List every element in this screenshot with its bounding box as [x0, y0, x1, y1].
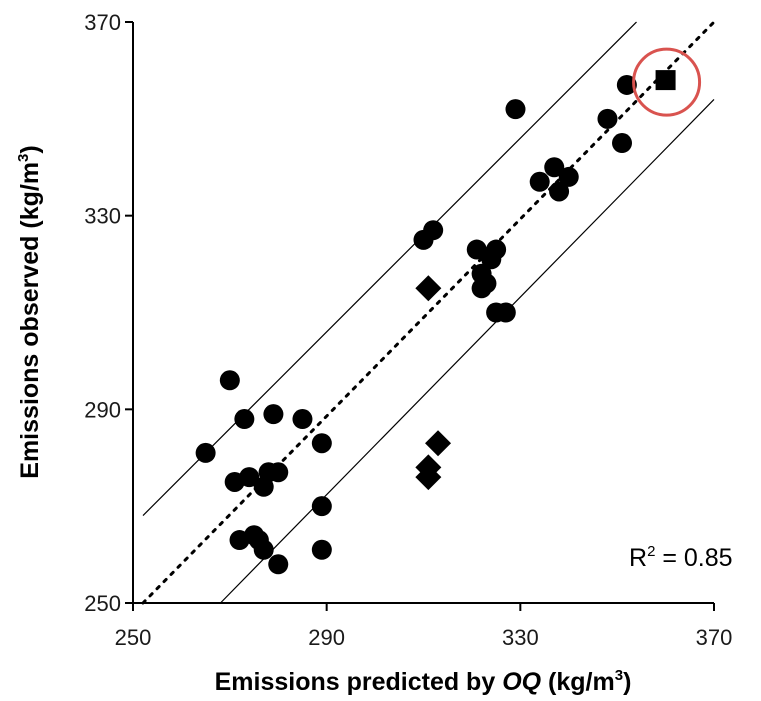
- data-point-circle: [597, 108, 618, 129]
- identity-line: [141, 20, 716, 605]
- bound-line: [142, 21, 637, 516]
- data-point-circle: [476, 273, 497, 294]
- y-tick-label: 250: [84, 591, 121, 616]
- data-point-circle: [544, 157, 565, 178]
- x-tick-label: 370: [696, 625, 733, 650]
- data-point-diamond: [415, 275, 442, 302]
- data-point-square: [655, 70, 676, 91]
- y-tick-label: 370: [84, 10, 121, 35]
- y-tick-label: 330: [84, 204, 121, 229]
- data-point-circle: [219, 370, 240, 391]
- data-points: [195, 70, 676, 575]
- data-point-circle: [616, 74, 637, 95]
- reference-lines: [141, 20, 716, 605]
- x-axis-title: Emissions predicted by OQ (kg/m3): [215, 667, 632, 696]
- data-point-circle: [466, 239, 487, 260]
- axis-ticks: 250 290 330 370 250 290 330 370: [84, 10, 732, 650]
- data-point-circle: [549, 181, 570, 202]
- data-point-circle: [529, 171, 550, 192]
- data-point-circle: [612, 133, 633, 154]
- data-point-circle: [263, 404, 284, 425]
- data-point-circle: [239, 467, 260, 488]
- data-point-circle: [311, 539, 332, 560]
- x-tick-label: 330: [502, 625, 539, 650]
- data-point-circle: [505, 99, 526, 120]
- y-tick-label: 290: [84, 397, 121, 422]
- data-point-circle: [486, 239, 507, 260]
- data-point-diamond: [415, 464, 442, 491]
- data-point-circle: [253, 539, 274, 560]
- data-point-diamond: [425, 430, 452, 457]
- data-point-circle: [234, 409, 255, 430]
- data-point-circle: [558, 166, 579, 187]
- highlight-circle: [632, 47, 702, 117]
- data-point-circle: [311, 496, 332, 517]
- data-point-circle: [311, 433, 332, 454]
- x-tick-label: 250: [115, 625, 152, 650]
- axes: [132, 22, 714, 604]
- data-point-circle: [195, 442, 216, 463]
- data-point-circle: [268, 554, 289, 575]
- r-squared-annotation: R2 = 0.85: [629, 543, 733, 572]
- data-point-circle: [268, 462, 289, 483]
- data-point-circle: [495, 302, 516, 323]
- y-axis-title: Emissions observed (kg/m3): [15, 145, 44, 478]
- data-point-circle: [292, 409, 313, 430]
- data-point-circle: [423, 220, 444, 241]
- bound-line: [220, 99, 715, 604]
- highlight-layer: [632, 47, 702, 117]
- x-tick-label: 290: [308, 625, 345, 650]
